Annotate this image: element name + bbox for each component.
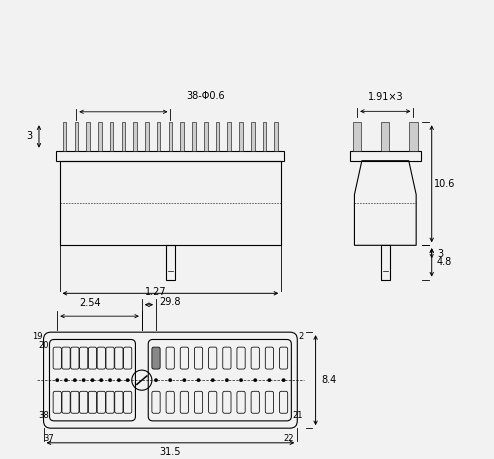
Text: 1.91×3: 1.91×3 bbox=[368, 92, 403, 102]
Text: 19: 19 bbox=[32, 332, 42, 341]
Circle shape bbox=[73, 378, 77, 382]
Bar bbox=[275, 122, 278, 151]
Bar bbox=[60, 161, 281, 245]
Circle shape bbox=[282, 378, 286, 382]
Bar bbox=[215, 122, 219, 151]
Bar bbox=[168, 122, 172, 151]
Bar bbox=[122, 122, 125, 151]
Bar bbox=[56, 151, 285, 161]
Bar bbox=[227, 122, 231, 151]
FancyBboxPatch shape bbox=[152, 347, 160, 369]
Bar bbox=[381, 122, 389, 151]
Circle shape bbox=[108, 378, 112, 382]
Circle shape bbox=[55, 378, 59, 382]
Text: 3: 3 bbox=[26, 131, 32, 141]
Text: 8.4: 8.4 bbox=[322, 375, 337, 385]
Text: 21: 21 bbox=[293, 411, 303, 420]
Bar bbox=[157, 122, 161, 151]
Text: 22: 22 bbox=[284, 434, 294, 443]
Circle shape bbox=[253, 378, 257, 382]
Circle shape bbox=[197, 378, 200, 382]
Circle shape bbox=[168, 378, 172, 382]
Text: 29.8: 29.8 bbox=[160, 297, 181, 308]
Text: 2.54: 2.54 bbox=[80, 298, 101, 308]
Circle shape bbox=[225, 378, 229, 382]
Bar bbox=[263, 122, 266, 151]
Bar bbox=[350, 151, 421, 161]
Bar bbox=[353, 122, 361, 151]
Text: 31.5: 31.5 bbox=[160, 447, 181, 457]
Bar bbox=[204, 122, 207, 151]
Text: 37: 37 bbox=[43, 434, 54, 443]
Bar bbox=[75, 122, 78, 151]
Bar bbox=[133, 122, 137, 151]
Text: 4.8: 4.8 bbox=[437, 257, 452, 268]
Circle shape bbox=[91, 378, 94, 382]
Circle shape bbox=[126, 378, 129, 382]
Circle shape bbox=[239, 378, 243, 382]
Text: 38-Φ0.6: 38-Φ0.6 bbox=[186, 91, 225, 101]
Circle shape bbox=[117, 378, 121, 382]
Bar bbox=[110, 122, 114, 151]
Text: 3: 3 bbox=[438, 248, 444, 258]
Text: 1.27: 1.27 bbox=[145, 286, 166, 297]
Bar bbox=[86, 122, 90, 151]
Bar bbox=[166, 245, 175, 280]
Circle shape bbox=[268, 378, 271, 382]
Bar bbox=[63, 122, 66, 151]
Bar bbox=[145, 122, 149, 151]
Bar bbox=[180, 122, 184, 151]
Text: 2: 2 bbox=[299, 332, 304, 341]
Circle shape bbox=[99, 378, 103, 382]
Bar bbox=[239, 122, 243, 151]
Circle shape bbox=[154, 378, 158, 382]
Text: 10.6: 10.6 bbox=[434, 179, 455, 189]
Bar bbox=[251, 122, 254, 151]
Circle shape bbox=[64, 378, 68, 382]
Circle shape bbox=[211, 378, 214, 382]
Text: 38: 38 bbox=[38, 411, 48, 420]
Bar bbox=[98, 122, 102, 151]
Bar bbox=[381, 245, 390, 280]
Circle shape bbox=[82, 378, 85, 382]
Text: 20: 20 bbox=[38, 341, 48, 350]
Bar bbox=[192, 122, 196, 151]
Bar bbox=[410, 122, 417, 151]
Circle shape bbox=[183, 378, 186, 382]
